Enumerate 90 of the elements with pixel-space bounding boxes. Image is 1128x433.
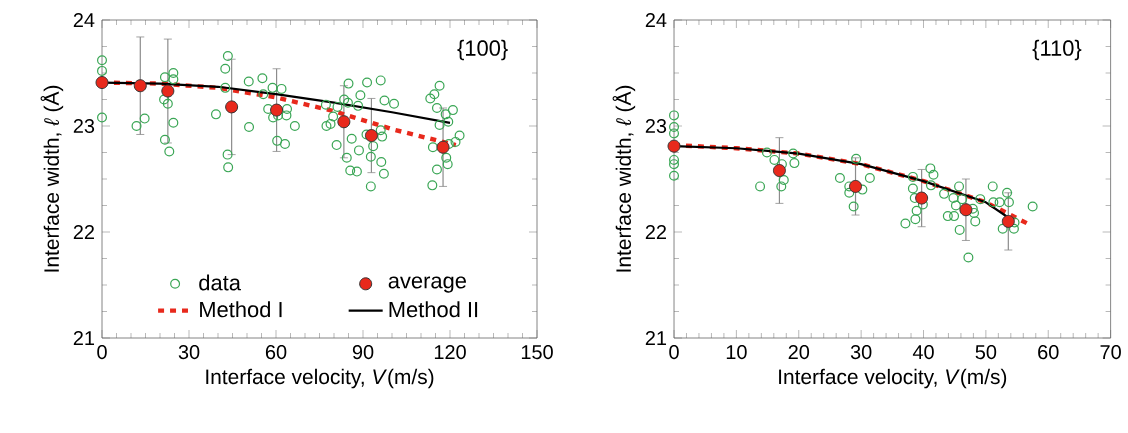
x-axis-title: Interface velocity, V(m/s) (206, 368, 434, 389)
point (910, 214, 921, 225)
legend-label: Method I (200, 301, 282, 318)
legend-label: data (199, 274, 241, 291)
y-tick-label: 23 (73, 118, 95, 134)
x-tick-label: 90 (352, 345, 374, 360)
point (987, 181, 998, 192)
point (772, 164, 786, 178)
y-tick-label: 22 (645, 225, 666, 239)
point (954, 181, 965, 192)
point (834, 172, 845, 183)
point (225, 100, 239, 114)
point (950, 200, 961, 211)
legend-label: average (388, 276, 466, 293)
point (957, 194, 968, 205)
point (849, 179, 863, 193)
point (337, 115, 351, 129)
point (776, 181, 787, 192)
point (848, 201, 859, 212)
point (669, 110, 680, 121)
x-tick-label: 120 (434, 345, 466, 360)
y-axis-title: Interface width, ℓ (Å) (40, 85, 64, 272)
x-tick-label: 30 (850, 345, 872, 360)
point (911, 205, 922, 216)
point (161, 84, 175, 98)
point (669, 154, 680, 165)
x-tick-label: 150 (521, 345, 553, 360)
point (761, 147, 772, 158)
point (864, 172, 875, 183)
x-axis-title: Interface velocity, V(m/s) (779, 368, 1007, 389)
point (988, 197, 999, 208)
point (1003, 197, 1014, 208)
x-tick-label: 0 (97, 345, 107, 360)
point (1008, 223, 1019, 234)
y-tick-label: 22 (73, 225, 94, 239)
point (669, 170, 680, 181)
point (669, 122, 680, 133)
point (1001, 214, 1015, 228)
point (915, 191, 929, 205)
point (942, 211, 953, 222)
annotation: {110} (1032, 39, 1082, 61)
point (970, 216, 981, 227)
point (925, 180, 936, 191)
y-tick-label: 21 (73, 331, 95, 345)
point (900, 218, 911, 229)
annotation: {100} (457, 39, 508, 61)
point (939, 188, 950, 199)
point (788, 148, 799, 159)
x-tick-label: 50 (975, 345, 997, 360)
point (669, 159, 680, 170)
point (1027, 201, 1038, 212)
y-tick-label: 21 (645, 331, 667, 345)
point (963, 252, 974, 263)
point (948, 193, 959, 204)
point (857, 184, 868, 195)
y-axis-title: Interface width, ℓ (Å) (612, 85, 636, 272)
point (907, 183, 918, 194)
point (969, 207, 980, 218)
y-tick-label: 24 (645, 13, 667, 27)
x-tick-label: 40 (912, 345, 934, 360)
x-tick-label: 60 (265, 345, 287, 360)
point (769, 154, 780, 165)
point (755, 181, 766, 192)
x-tick-label: 30 (178, 345, 200, 360)
y-tick-label: 23 (645, 118, 667, 134)
point (928, 169, 939, 180)
x-tick-label: 60 (1038, 345, 1059, 360)
x-tick-label: 20 (788, 345, 810, 360)
point (133, 79, 147, 93)
point (778, 175, 789, 186)
point (851, 153, 862, 164)
point (954, 224, 965, 235)
point (925, 163, 936, 174)
point (949, 211, 960, 222)
point (997, 223, 1008, 234)
x-tick-label: 0 (669, 345, 679, 360)
x-tick-label: 70 (1100, 345, 1121, 360)
point (667, 139, 681, 153)
x-tick-label: 10 (726, 345, 747, 360)
point (959, 203, 973, 217)
point (994, 197, 1005, 208)
point (669, 128, 680, 139)
point (975, 194, 986, 205)
point (1002, 187, 1013, 198)
y-tick-label: 24 (73, 13, 95, 27)
legend-label: Method II (389, 301, 478, 318)
point (907, 171, 918, 182)
point (95, 76, 109, 90)
point (789, 158, 800, 169)
point (844, 187, 855, 198)
